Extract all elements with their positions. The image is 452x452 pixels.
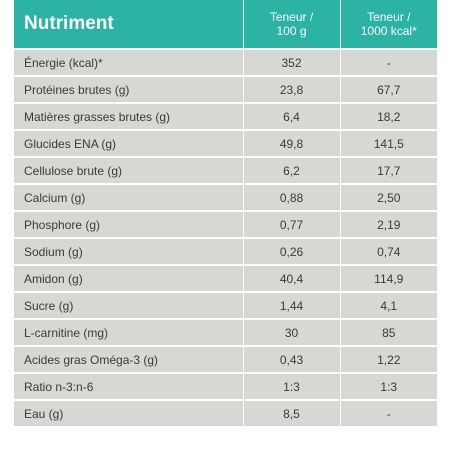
row-nutrient-name: Phosphore (g) — [14, 210, 244, 238]
row-value-per-100g: 23,8 — [243, 75, 341, 103]
header-per-100g: Teneur / 100 g — [243, 0, 341, 49]
table-row: Cellulose brute (g) 6,2 17,7 — [14, 156, 437, 184]
row-nutrient-name: Sodium (g) — [14, 237, 244, 265]
row-value-per-1000kcal: - — [340, 48, 437, 76]
row-value-per-100g: 352 — [243, 48, 341, 76]
row-value-per-1000kcal: 1:3 — [340, 372, 437, 400]
header-per-100g-line1: Teneur / — [269, 10, 314, 24]
table-row: L-carnitine (mg) 30 85 — [14, 318, 437, 346]
nutrition-table-container: Nutriment Teneur / 100 g Teneur / 1000 k… — [14, 0, 437, 426]
row-value-per-1000kcal: 17,7 — [340, 156, 437, 184]
table-row: Matières grasses brutes (g) 6,4 18,2 — [14, 102, 437, 130]
row-value-per-100g: 6,2 — [243, 156, 341, 184]
table-header-row: Nutriment Teneur / 100 g Teneur / 1000 k… — [14, 0, 437, 49]
row-value-per-1000kcal: 114,9 — [340, 264, 437, 292]
row-nutrient-name: Matières grasses brutes (g) — [14, 102, 244, 130]
row-nutrient-name: Glucides ENA (g) — [14, 129, 244, 157]
row-value-per-1000kcal: 18,2 — [340, 102, 437, 130]
header-per-1000kcal: Teneur / 1000 kcal* — [340, 0, 437, 49]
table-row: Sodium (g) 0,26 0,74 — [14, 237, 437, 265]
row-value-per-100g: 6,4 — [243, 102, 341, 130]
row-value-per-1000kcal: 1,22 — [340, 345, 437, 373]
row-value-per-1000kcal: - — [340, 399, 437, 426]
table-row: Glucides ENA (g) 49,8 141,5 — [14, 129, 437, 157]
header-per-1000kcal-line2: 1000 kcal* — [360, 24, 417, 38]
table-row: Amidon (g) 40,4 114,9 — [14, 264, 437, 292]
row-value-per-100g: 0,77 — [243, 210, 341, 238]
table-row: Calcium (g) 0,88 2,50 — [14, 183, 437, 211]
row-nutrient-name: Ratio n-3:n-6 — [14, 372, 244, 400]
row-value-per-1000kcal: 0,74 — [340, 237, 437, 265]
table-row: Protéines brutes (g) 23,8 67,7 — [14, 75, 437, 103]
row-nutrient-name: Amidon (g) — [14, 264, 244, 292]
row-nutrient-name: Eau (g) — [14, 399, 244, 426]
row-value-per-1000kcal: 85 — [340, 318, 437, 346]
table-row: Ratio n-3:n-6 1:3 1:3 — [14, 372, 437, 400]
row-value-per-1000kcal: 2,19 — [340, 210, 437, 238]
row-nutrient-name: Énergie (kcal)* — [14, 48, 244, 76]
row-nutrient-name: Sucre (g) — [14, 291, 244, 319]
row-value-per-100g: 40,4 — [243, 264, 341, 292]
row-value-per-1000kcal: 2,50 — [340, 183, 437, 211]
row-value-per-100g: 8,5 — [243, 399, 341, 426]
row-value-per-100g: 1:3 — [243, 372, 341, 400]
row-nutrient-name: Protéines brutes (g) — [14, 75, 244, 103]
header-per-100g-line2: 100 g — [276, 24, 307, 38]
row-value-per-100g: 49,8 — [243, 129, 341, 157]
table-row: Sucre (g) 1,44 4,1 — [14, 291, 437, 319]
header-nutrient: Nutriment — [14, 0, 244, 49]
nutrition-table: Nutriment Teneur / 100 g Teneur / 1000 k… — [14, 0, 437, 426]
row-value-per-1000kcal: 4,1 — [340, 291, 437, 319]
row-value-per-1000kcal: 141,5 — [340, 129, 437, 157]
header-per-1000kcal-line1: Teneur / — [367, 10, 411, 24]
table-row: Eau (g) 8,5 - — [14, 399, 437, 426]
row-value-per-100g: 0,43 — [243, 345, 341, 373]
row-value-per-100g: 0,26 — [243, 237, 341, 265]
row-nutrient-name: Acides gras Oméga-3 (g) — [14, 345, 244, 373]
row-nutrient-name: L-carnitine (mg) — [14, 318, 244, 346]
row-nutrient-name: Cellulose brute (g) — [14, 156, 244, 184]
table-row: Phosphore (g) 0,77 2,19 — [14, 210, 437, 238]
table-row: Acides gras Oméga-3 (g) 0,43 1,22 — [14, 345, 437, 373]
row-value-per-100g: 1,44 — [243, 291, 341, 319]
row-value-per-1000kcal: 67,7 — [340, 75, 437, 103]
row-nutrient-name: Calcium (g) — [14, 183, 244, 211]
row-value-per-100g: 30 — [243, 318, 341, 346]
row-value-per-100g: 0,88 — [243, 183, 341, 211]
table-row: Énergie (kcal)* 352 - — [14, 48, 437, 76]
